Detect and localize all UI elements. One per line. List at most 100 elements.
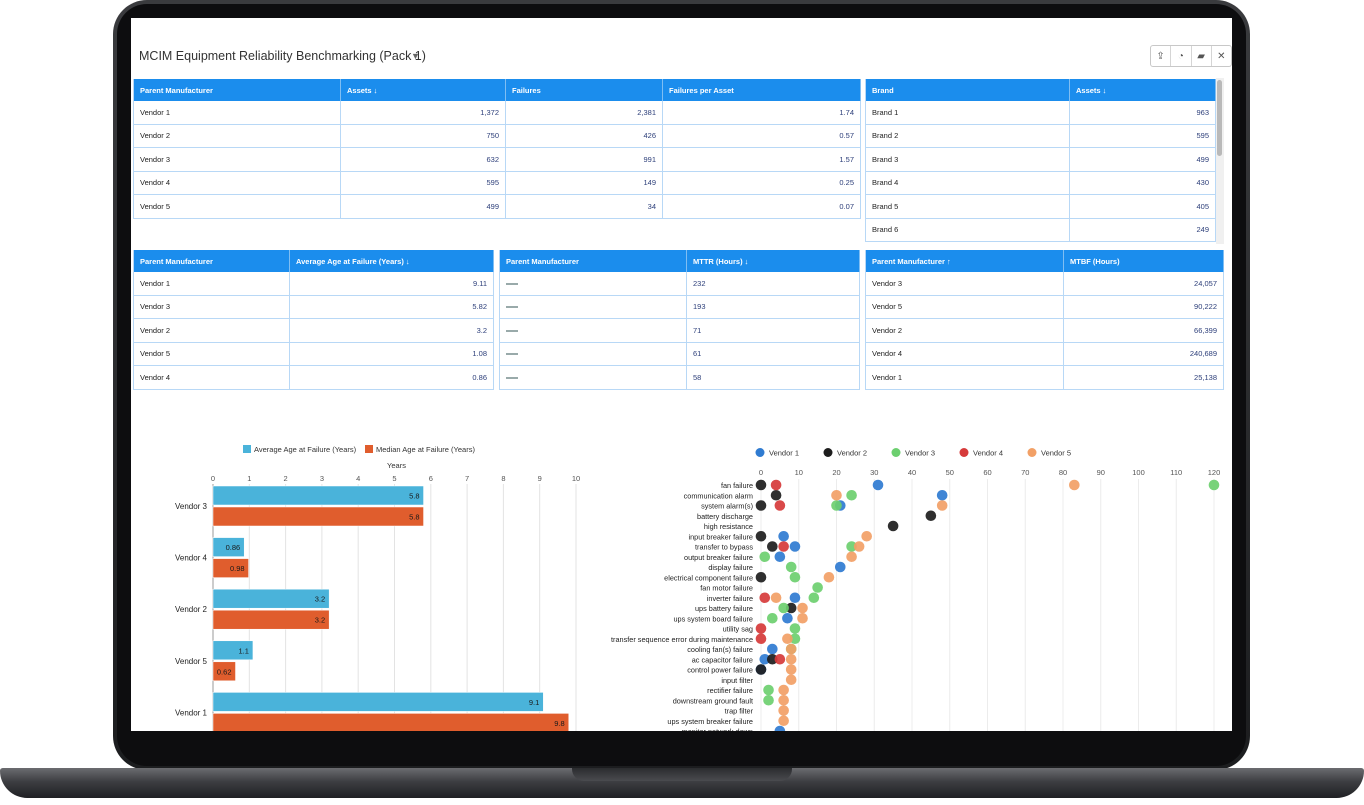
category-label: communication alarm: [684, 491, 753, 500]
table-row[interactable]: 61: [499, 342, 860, 366]
table-row[interactable]: Vendor 3 5.82: [133, 295, 494, 319]
age-table: Parent Manufacturer Average Age at Failu…: [133, 250, 494, 390]
age-bar-chart: Average Age at Failure (Years) Median Age…: [175, 445, 580, 731]
column-header[interactable]: Parent Manufacturer: [499, 250, 687, 272]
table-row[interactable]: Brand 4 430: [865, 171, 1216, 195]
table-row[interactable]: Brand 1 963: [865, 101, 1216, 125]
scatter-point: [767, 653, 778, 665]
column-header[interactable]: Failures per Asset: [662, 79, 861, 101]
table-row[interactable]: Brand 2 595: [865, 124, 1216, 148]
scatter-point: [936, 500, 948, 511]
legend-marker: [823, 448, 833, 457]
cell: 149: [505, 171, 663, 195]
x-tick-label: 1: [247, 474, 251, 483]
table-row[interactable]: Brand 5 405: [865, 194, 1216, 219]
column-header[interactable]: Assets ↓: [340, 79, 506, 101]
cell: Vendor 4: [133, 365, 290, 390]
category-label: trap filter: [725, 707, 754, 716]
cell: 963: [1069, 101, 1216, 125]
bar-value-label: 0.98: [230, 564, 245, 573]
category-label: cooling fan(s) failure: [687, 645, 753, 654]
table-row[interactable]: 58: [499, 365, 860, 390]
scatter-point: [785, 664, 797, 675]
scatter-point: [846, 551, 857, 563]
category-label: rectifier failure: [707, 686, 753, 695]
scatter-point: [778, 705, 789, 716]
table-row[interactable]: 193: [499, 295, 860, 319]
scatter-point: [812, 582, 823, 593]
dashboard-title: MCIM Equipment Reliability Benchmarking …: [139, 49, 426, 63]
column-header[interactable]: Assets ↓: [1069, 79, 1216, 101]
cell: Vendor 3: [133, 147, 341, 172]
column-header[interactable]: Failures: [505, 79, 663, 101]
cell: 61: [686, 342, 860, 366]
table-row[interactable]: Vendor 2 66,399: [865, 318, 1224, 343]
cell: Brand 1: [865, 101, 1070, 125]
bell-icon[interactable]: ◔: [1171, 46, 1192, 66]
title-dropdown-icon[interactable]: ▼: [411, 51, 420, 61]
close-icon[interactable]: ✕: [1217, 50, 1226, 62]
column-header[interactable]: Average Age at Failure (Years) ↓: [289, 250, 494, 272]
scatter-point: [782, 612, 793, 624]
scatter-point: [759, 592, 771, 604]
scatter-point: [755, 664, 767, 675]
table-row[interactable]: Vendor 2 750 426 0.57: [133, 124, 861, 148]
scatter-point: [1069, 479, 1080, 491]
scatter-point: [853, 541, 865, 552]
column-header[interactable]: Parent Manufacturer: [133, 250, 290, 272]
brands-scrollbar[interactable]: [1216, 78, 1224, 244]
table-row[interactable]: Vendor 1 25,138: [865, 365, 1224, 390]
mttr-table: Parent Manufacturer MTTR (Hours) ↓ 232 1…: [499, 250, 860, 390]
x-tick-label: 8: [501, 474, 505, 483]
category-label: system alarm(s): [701, 502, 753, 511]
table-row[interactable]: Vendor 5 499 34 0.07: [133, 194, 861, 219]
table-row[interactable]: Vendor 2 3.2: [133, 318, 494, 343]
category-label: Vendor 5: [175, 657, 208, 666]
brands-scroll-thumb[interactable]: [1217, 80, 1222, 156]
cell: 1.08: [289, 342, 494, 366]
table-row[interactable]: 71: [499, 318, 860, 343]
column-header[interactable]: Brand: [865, 79, 1070, 101]
laptop-notch: [572, 768, 792, 781]
x-tick-label: 7: [465, 474, 469, 483]
table-row[interactable]: Brand 3 499: [865, 147, 1216, 172]
table-row[interactable]: Vendor 5 90,222: [865, 295, 1224, 319]
scatter-point: [755, 633, 767, 645]
table-row[interactable]: Vendor 4 240,689: [865, 342, 1224, 366]
table-row[interactable]: Vendor 4 0.86: [133, 365, 494, 390]
scatter-point: [755, 571, 767, 583]
scatter-point: [778, 602, 789, 614]
scatter-point: [861, 530, 872, 542]
column-header[interactable]: Parent Manufacturer: [133, 79, 341, 101]
legend-marker: [755, 448, 765, 457]
column-header[interactable]: MTBF (Hours): [1063, 250, 1224, 272]
scatter-point: [785, 561, 797, 573]
table-row[interactable]: Vendor 3 24,057: [865, 272, 1224, 296]
scatter-point: [767, 643, 778, 655]
table-row[interactable]: Vendor 4 595 149 0.25: [133, 171, 861, 195]
table-header: Parent Manufacturer Average Age at Failu…: [133, 250, 494, 272]
table-row[interactable]: Vendor 1 9.11: [133, 272, 494, 296]
table-row[interactable]: Vendor 1 1,372 2,381 1.74: [133, 101, 861, 125]
table-row[interactable]: Vendor 5 1.08: [133, 342, 494, 366]
scatter-point: [770, 479, 782, 491]
x-tick-label: 120: [1208, 468, 1221, 477]
category-label: control power failure: [687, 666, 753, 675]
share-icon[interactable]: ⇪: [1151, 46, 1172, 66]
bar-value-label: 0.86: [226, 543, 241, 552]
column-header[interactable]: MTTR (Hours) ↓: [686, 250, 860, 272]
x-tick-label: 9: [538, 474, 542, 483]
legend-label: Median Age at Failure (Years): [376, 445, 475, 454]
cell: Brand 6: [865, 218, 1070, 242]
column-header[interactable]: Parent Manufacturer ↑: [865, 250, 1064, 272]
table-row[interactable]: 232: [499, 272, 860, 296]
x-tick-label: 40: [908, 468, 916, 477]
table-header: Parent Manufacturer MTTR (Hours) ↓: [499, 250, 860, 272]
scatter-point: [846, 541, 857, 552]
scatter-point: [767, 612, 778, 624]
table-row[interactable]: Brand 6 249: [865, 218, 1216, 242]
scatter-point: [770, 592, 782, 604]
bar-value-label: 5.8: [409, 513, 419, 522]
folder-icon[interactable]: ▰: [1192, 46, 1212, 66]
table-row[interactable]: Vendor 3 632 991 1.57: [133, 147, 861, 172]
